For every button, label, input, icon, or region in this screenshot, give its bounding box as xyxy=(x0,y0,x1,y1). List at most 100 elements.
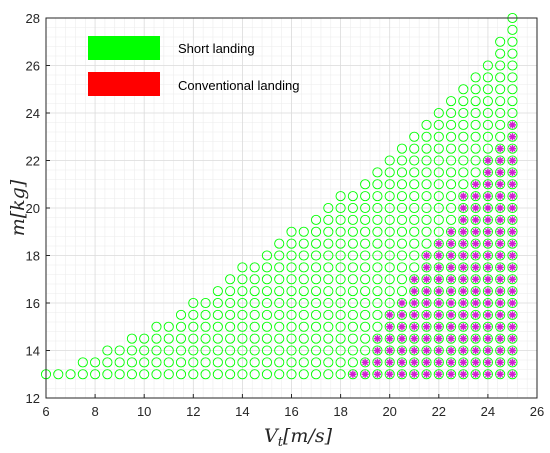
short-landing-point xyxy=(249,297,260,309)
conventional-landing-point xyxy=(422,311,431,319)
conventional-landing-point xyxy=(386,323,394,331)
conventional-landing-point xyxy=(484,335,492,343)
conventional-landing-point xyxy=(386,311,394,319)
short-landing-point xyxy=(237,357,248,368)
short-landing-point xyxy=(298,309,309,320)
short-landing-point xyxy=(372,286,383,297)
short-landing-point xyxy=(470,286,481,297)
short-landing-point xyxy=(495,250,506,261)
conventional-landing-point xyxy=(459,251,467,260)
conventional-landing-point xyxy=(496,299,504,307)
short-landing-point xyxy=(409,143,420,154)
short-landing-point xyxy=(470,96,481,107)
short-landing-point xyxy=(323,274,334,285)
short-landing-point xyxy=(507,262,518,273)
short-landing-point xyxy=(200,297,211,309)
conventional-landing-point xyxy=(472,275,480,283)
short-landing-point xyxy=(335,333,346,344)
short-landing-point xyxy=(286,238,297,249)
short-landing-point xyxy=(507,297,518,309)
short-landing-point xyxy=(507,238,518,249)
short-landing-point xyxy=(77,357,88,368)
short-landing-point xyxy=(298,321,309,332)
short-landing-point xyxy=(372,191,383,202)
short-landing-point xyxy=(261,357,273,368)
short-landing-point xyxy=(286,333,297,344)
short-landing-point xyxy=(396,274,408,285)
short-landing-point xyxy=(482,167,493,178)
short-landing-point xyxy=(225,321,236,332)
short-landing-point xyxy=(286,357,297,368)
short-landing-point xyxy=(409,155,420,166)
short-landing-point xyxy=(384,309,395,320)
short-landing-point xyxy=(249,357,260,368)
short-landing-point xyxy=(114,357,125,368)
short-landing-point xyxy=(163,333,174,344)
short-landing-point xyxy=(237,321,248,332)
short-landing-point xyxy=(188,297,199,309)
conventional-landing-point xyxy=(472,240,480,248)
short-landing-point xyxy=(470,345,481,356)
conventional-landing-point xyxy=(447,358,455,366)
short-landing-point xyxy=(274,357,285,368)
short-landing-point xyxy=(396,167,408,178)
conventional-landing-point xyxy=(496,335,504,343)
conventional-landing-point xyxy=(508,216,517,224)
conventional-landing-point xyxy=(373,346,382,355)
short-landing-point xyxy=(421,179,432,190)
conventional-landing-point xyxy=(447,263,455,271)
short-landing-point xyxy=(421,321,432,332)
short-landing-point xyxy=(495,238,506,249)
x-tick-label: 8 xyxy=(91,404,98,419)
short-landing-point xyxy=(274,250,285,261)
short-landing-point xyxy=(482,179,493,190)
y-axis-ticks: 12 14 16 18 20 22 24 26 28 xyxy=(26,11,50,406)
short-landing-point xyxy=(507,321,518,332)
short-landing-point xyxy=(507,143,518,154)
short-landing-point xyxy=(482,321,493,332)
short-landing-point xyxy=(495,321,506,332)
x-tick-label: 12 xyxy=(186,404,200,419)
conventional-landing-point xyxy=(361,358,369,366)
short-landing-point xyxy=(396,262,408,273)
short-landing-point xyxy=(433,286,444,297)
short-landing-point xyxy=(446,369,457,380)
conventional-landing-point xyxy=(484,311,492,319)
short-landing-point xyxy=(249,369,260,380)
short-landing-point xyxy=(163,369,174,380)
short-landing-point xyxy=(458,309,469,320)
short-landing-point xyxy=(200,321,211,332)
short-landing-point xyxy=(286,297,297,309)
conventional-landing-point xyxy=(508,251,517,260)
conventional-landing-point xyxy=(496,370,504,378)
short-landing-point xyxy=(482,84,493,95)
conventional-landing-point xyxy=(447,323,455,331)
conventional-landing-point xyxy=(447,370,455,378)
short-landing-point xyxy=(310,250,322,261)
short-landing-point xyxy=(495,214,506,225)
short-landing-point xyxy=(323,286,334,297)
short-landing-point xyxy=(261,369,273,380)
conventional-landing-point xyxy=(459,204,467,212)
short-landing-point xyxy=(347,238,358,249)
short-landing-point xyxy=(323,309,334,320)
short-landing-point xyxy=(225,309,236,320)
short-landing-point xyxy=(286,226,297,237)
short-landing-point xyxy=(261,321,273,332)
conventional-landing-point xyxy=(459,346,467,355)
short-landing-point xyxy=(470,72,481,83)
short-landing-point xyxy=(495,96,506,107)
short-landing-point xyxy=(249,309,260,320)
short-landing-point xyxy=(335,286,346,297)
conventional-landing-point xyxy=(472,192,480,200)
short-landing-point xyxy=(507,155,518,166)
short-landing-point xyxy=(396,238,408,249)
conventional-landing-point xyxy=(398,311,406,319)
short-landing-point xyxy=(372,369,383,380)
short-landing-point xyxy=(323,226,334,237)
y-tick-label: 28 xyxy=(26,11,40,26)
x-tick-label: 6 xyxy=(42,404,49,419)
short-landing-point xyxy=(347,262,358,273)
short-landing-point xyxy=(458,119,469,130)
short-landing-point xyxy=(433,262,444,273)
